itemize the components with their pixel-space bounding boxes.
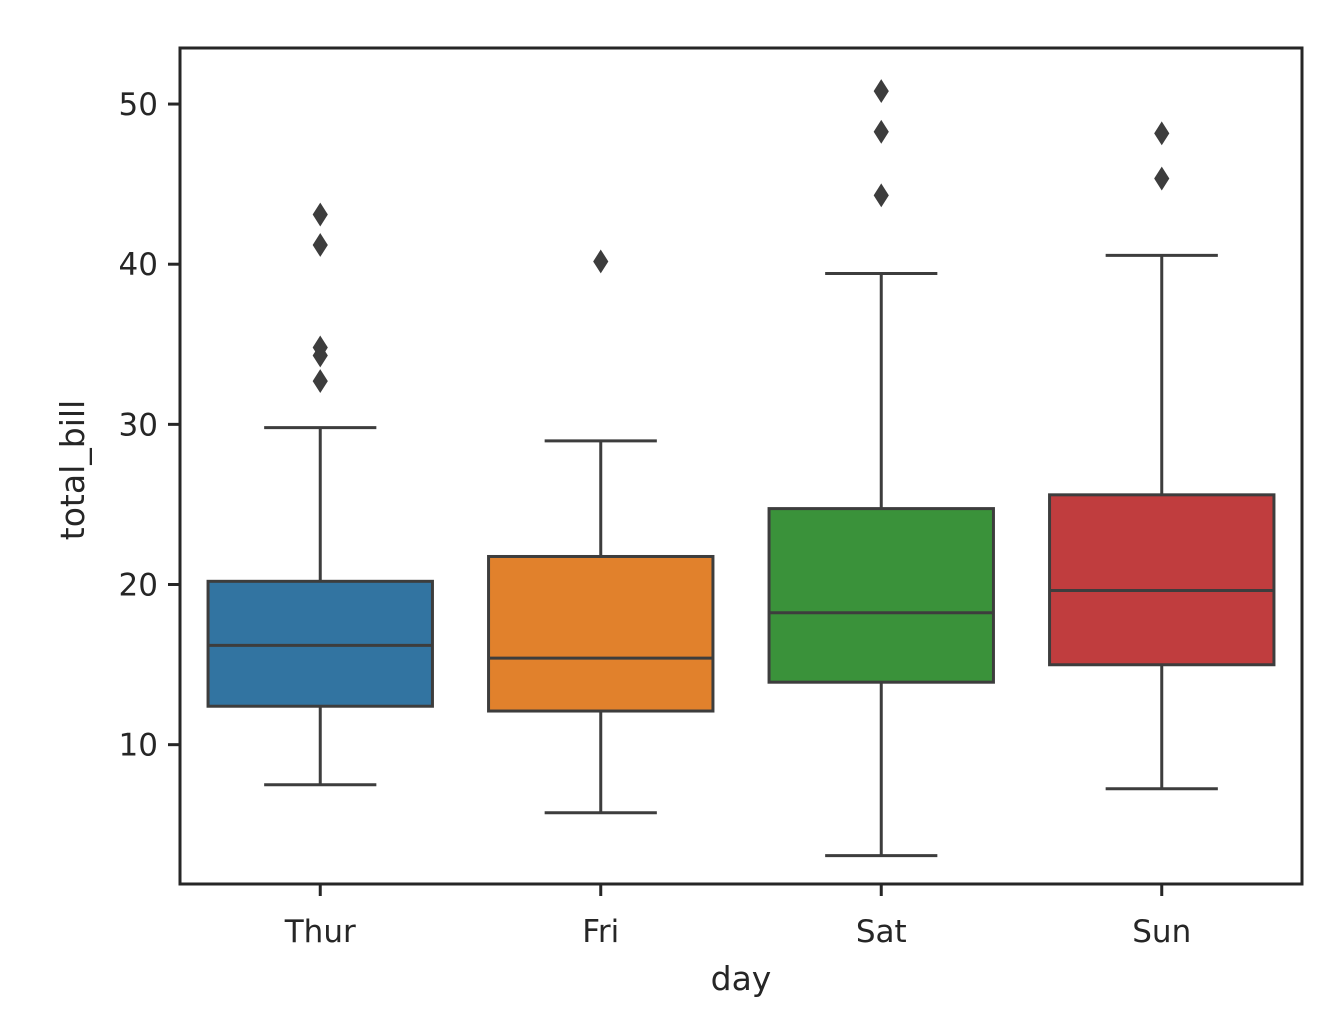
y-tick-label-40: 40 — [119, 247, 158, 283]
axes-layer: 10 20 30 40 50 Thur Fri Sat Sun — [119, 46, 1304, 950]
box-sun — [1048, 493, 1276, 667]
x-tick-label-fri: Fri — [582, 914, 619, 950]
y-tick-label-10: 10 — [119, 728, 158, 764]
box-fri — [487, 554, 715, 713]
x-axis-label: day — [711, 959, 772, 998]
outlier-point-thur-3 — [312, 335, 328, 360]
outlier-point-thur-4 — [312, 233, 328, 257]
plot-frame — [178, 46, 1304, 886]
x-tick-label-sun: Sun — [1132, 914, 1191, 950]
outlier-point-sat-2 — [873, 119, 889, 144]
outlier-point-sat-3 — [873, 79, 889, 104]
outlier-point-sun-2 — [1154, 121, 1170, 146]
y-tick-label-50: 50 — [119, 87, 158, 123]
y-tick-label-20: 20 — [119, 568, 158, 604]
outlier-point-sun-1 — [1154, 166, 1170, 191]
outlier-point-sat-1 — [873, 183, 889, 208]
x-tick-label-sat: Sat — [856, 914, 907, 950]
outlier-point-fri-1 — [593, 249, 609, 274]
box-thur — [206, 579, 434, 708]
y-tick-label-30: 30 — [119, 407, 158, 443]
box-sat — [767, 507, 995, 684]
plot-layer — [206, 79, 1276, 858]
outlier-point-thur-1 — [312, 369, 328, 394]
y-axis-label: total_bill — [53, 400, 92, 540]
outlier-point-thur-5 — [312, 202, 328, 227]
x-tick-label-thur: Thur — [284, 914, 356, 950]
